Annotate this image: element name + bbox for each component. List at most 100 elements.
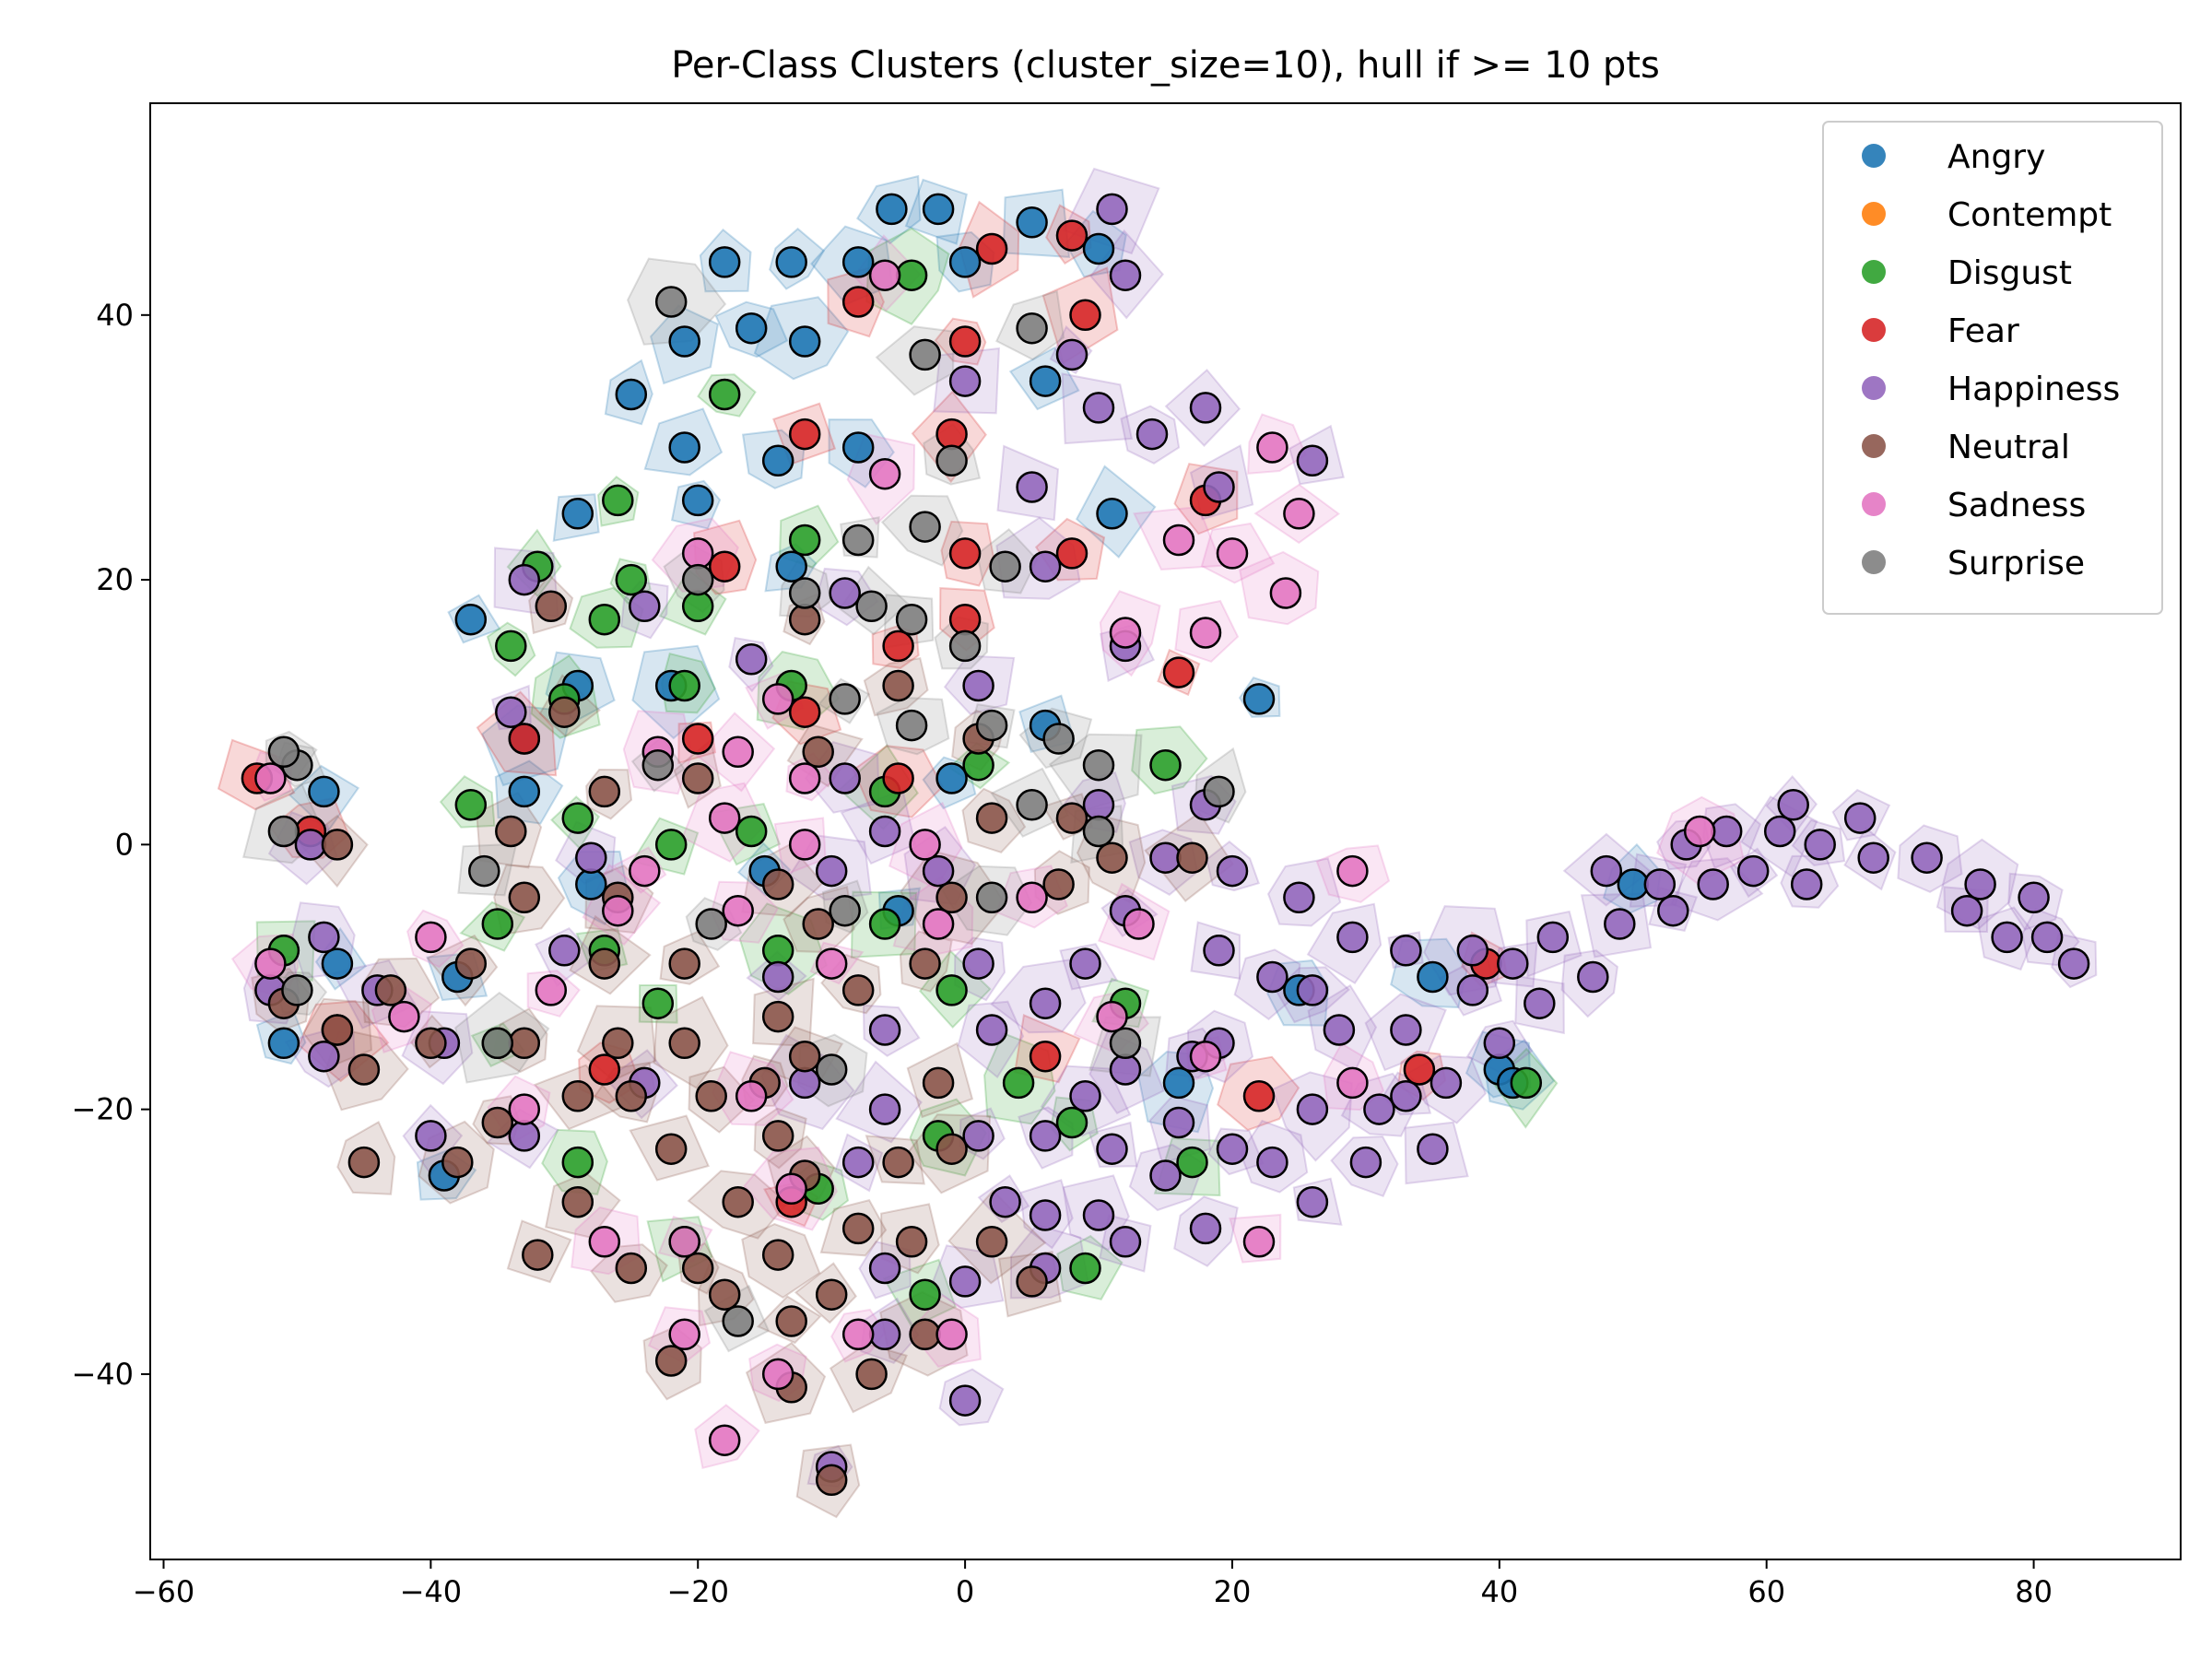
data-point: [1069, 1080, 1101, 1112]
data-point: [829, 762, 861, 794]
data-point: [948, 365, 982, 397]
data-point: [882, 1146, 914, 1179]
data-point: [735, 1080, 768, 1112]
data-point: [1082, 232, 1115, 265]
data-point: [1082, 815, 1115, 848]
data-point: [495, 696, 527, 728]
data-point: [1096, 193, 1128, 226]
data-point: [588, 603, 621, 636]
data-point: [548, 696, 581, 728]
data-point: [681, 484, 714, 517]
data-point: [681, 563, 714, 596]
data-point: [775, 1172, 807, 1206]
legend-marker: [1862, 260, 1886, 284]
x-axis: −60 −40 −20 0 20 40 60 80: [133, 1559, 2053, 1609]
data-point: [1590, 854, 1623, 888]
data-point: [388, 1000, 420, 1033]
data-point: [575, 841, 607, 874]
data-point: [641, 748, 675, 782]
data-point: [681, 1252, 714, 1285]
legend-label: Angry: [1947, 138, 2045, 176]
data-point: [855, 1358, 888, 1391]
data-point: [1042, 868, 1075, 900]
data-point: [722, 735, 754, 769]
data-point: [374, 974, 407, 1006]
data-point: [2018, 881, 2050, 914]
data-point: [788, 696, 821, 728]
data-point: [415, 921, 447, 954]
data-point: [895, 709, 928, 742]
data-point: [935, 974, 968, 1006]
data-point: [815, 1464, 848, 1497]
x-tick-label: 0: [956, 1574, 974, 1609]
data-point: [1296, 1185, 1329, 1218]
data-point: [615, 1252, 648, 1285]
data-point: [615, 563, 648, 596]
data-point: [708, 1424, 741, 1456]
data-point: [1189, 1040, 1222, 1073]
data-point: [761, 1120, 794, 1152]
data-point: [1296, 1093, 1329, 1125]
data-point: [1002, 1066, 1035, 1100]
legend-box: [1822, 121, 2163, 615]
data-point: [654, 286, 688, 318]
data-point: [1162, 656, 1195, 688]
data-point: [761, 935, 794, 967]
data-point: [415, 1120, 447, 1152]
data-point: [508, 1120, 541, 1152]
data-point: [829, 894, 861, 927]
data-point: [254, 762, 287, 794]
data-point: [1016, 789, 1048, 821]
data-point: [508, 563, 541, 596]
data-point: [1109, 617, 1142, 649]
data-point: [975, 709, 1008, 742]
data-point: [1604, 908, 1636, 940]
data-point: [989, 550, 1021, 582]
data-point: [654, 829, 688, 861]
data-point: [922, 908, 955, 940]
data-point: [948, 603, 982, 636]
data-point: [708, 378, 741, 411]
data-point: [868, 259, 901, 291]
data-point: [761, 1000, 794, 1033]
data-point: [868, 457, 901, 490]
data-point: [708, 246, 741, 278]
data-point: [308, 775, 340, 808]
data-point: [1657, 894, 1689, 927]
data-point: [254, 947, 287, 980]
data-point: [948, 537, 982, 570]
y-tick-label: −20: [71, 1092, 134, 1127]
data-point: [1189, 392, 1222, 424]
data-point: [681, 590, 714, 623]
data-point: [321, 1014, 354, 1046]
data-point: [1216, 854, 1249, 888]
legend: Angry Contempt Disgust Fear Happiness Neutral…: [1822, 121, 2163, 615]
data-point: [948, 1384, 982, 1417]
legend-label: Neutral: [1947, 429, 2070, 466]
data-point: [267, 815, 300, 848]
data-point: [1483, 1027, 1516, 1060]
data-point: [1029, 1199, 1062, 1231]
data-point: [1082, 789, 1115, 821]
data-point: [1911, 841, 1943, 874]
data-point: [1964, 868, 1996, 900]
data-point: [668, 431, 700, 464]
data-point: [508, 1093, 541, 1125]
legend-label: Disgust: [1947, 254, 2072, 292]
data-point: [441, 1146, 474, 1179]
data-point: [882, 629, 914, 663]
data-point: [1349, 1146, 1382, 1179]
data-point: [788, 524, 821, 557]
data-point: [775, 1305, 807, 1337]
data-point: [775, 550, 807, 582]
data-point: [788, 829, 821, 861]
data-point: [575, 868, 607, 900]
data-point: [1096, 841, 1128, 874]
data-point: [868, 815, 901, 848]
data-point: [1710, 815, 1743, 848]
data-point: [1403, 1053, 1436, 1086]
data-point: [308, 1040, 340, 1073]
data-point: [695, 908, 727, 940]
data-point: [1497, 947, 1529, 980]
